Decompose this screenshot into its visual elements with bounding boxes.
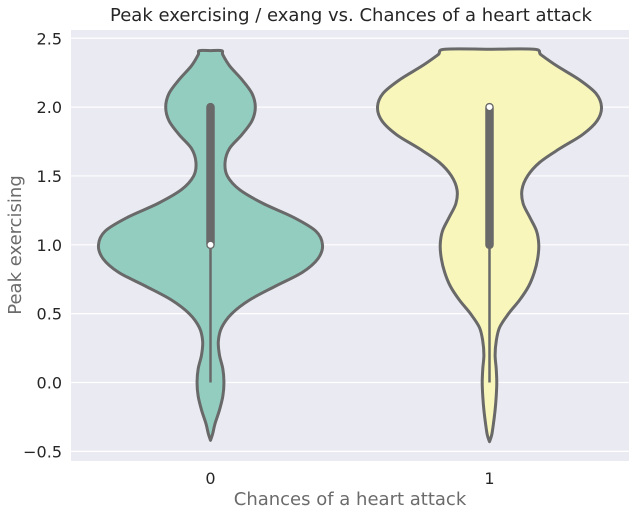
y-tick-label: 1.0 [37, 236, 62, 255]
violin-median-marker [206, 240, 215, 249]
x-tick-label: 1 [484, 469, 494, 488]
y-tick-label: 0.5 [37, 305, 62, 324]
chart-title: Peak exercising / exang vs. Chances of a… [110, 5, 593, 26]
violin-1 [375, 47, 604, 444]
y-axis-label: Peak exercising [5, 175, 26, 315]
y-tick-label: 2.0 [37, 98, 62, 117]
violin-0 [96, 48, 325, 442]
x-axis-label: Chances of a heart attack [234, 489, 467, 510]
violin-median-marker [485, 103, 494, 112]
y-tick-labels: −0.5 0.0 0.5 1.0 1.5 2.0 2.5 [23, 29, 62, 461]
y-tick-label: 1.5 [37, 167, 62, 186]
x-tick-label: 0 [205, 469, 215, 488]
y-tick-label: 2.5 [37, 29, 62, 48]
violins [96, 47, 604, 444]
y-tick-label: −0.5 [23, 442, 62, 461]
y-tick-label: 0.0 [37, 374, 62, 393]
